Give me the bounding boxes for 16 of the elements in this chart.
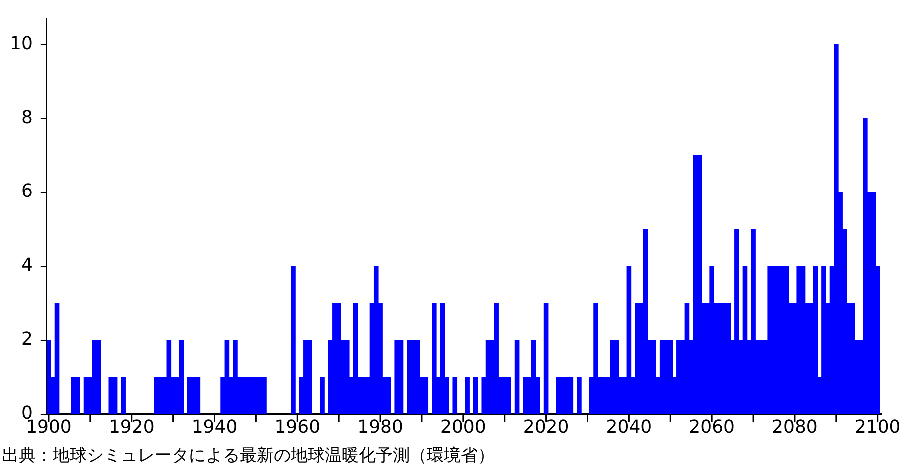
- x-tick-label: 2020: [523, 416, 570, 438]
- x-tick-label: 2080: [772, 416, 818, 438]
- x-tick-label: 1960: [274, 416, 321, 438]
- y-tick-label: 10: [10, 33, 33, 54]
- x-tick-label: 2000: [440, 416, 486, 438]
- y-tick-label: 4: [21, 255, 33, 276]
- x-tick-label: 2100: [854, 416, 901, 438]
- x-tick-label: 1940: [192, 416, 238, 438]
- y-tick-label: 2: [21, 329, 33, 350]
- x-tick-label: 2060: [689, 416, 735, 438]
- source-note: 出典：地球シミュレータによる最新の地球温暖化予測（環境省）: [2, 445, 495, 467]
- x-tick-label: 1980: [358, 416, 404, 438]
- y-tick-label: 8: [21, 107, 33, 128]
- y-tick-label: 6: [21, 181, 33, 202]
- x-tick-label: 2040: [606, 416, 652, 438]
- x-tick-label: 1920: [108, 416, 155, 438]
